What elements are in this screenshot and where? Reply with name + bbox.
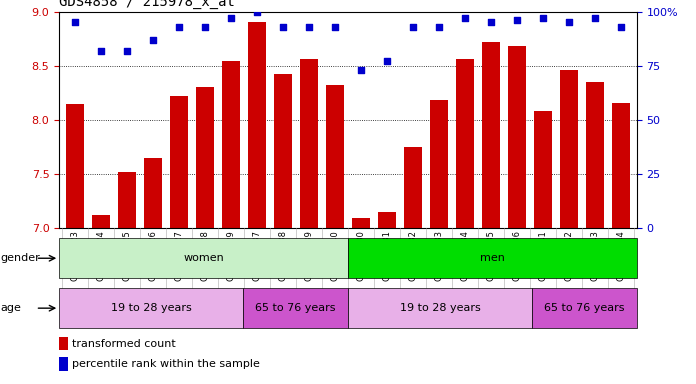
Bar bbox=[378, 212, 396, 228]
Bar bbox=[92, 215, 110, 228]
Text: 19 to 28 years: 19 to 28 years bbox=[400, 303, 480, 313]
Point bbox=[303, 24, 315, 30]
Bar bbox=[534, 111, 552, 228]
Point bbox=[251, 8, 262, 15]
Bar bbox=[348, 238, 637, 278]
Bar bbox=[248, 22, 266, 228]
Point bbox=[564, 19, 575, 25]
Point bbox=[486, 19, 497, 25]
Text: percentile rank within the sample: percentile rank within the sample bbox=[72, 359, 260, 369]
Bar bbox=[430, 101, 448, 228]
Text: age: age bbox=[1, 303, 22, 313]
Point bbox=[356, 67, 367, 73]
Point bbox=[121, 48, 132, 54]
Point bbox=[434, 24, 445, 30]
Bar bbox=[65, 104, 84, 228]
Bar bbox=[352, 218, 370, 228]
Point bbox=[199, 24, 210, 30]
Text: 65 to 76 years: 65 to 76 years bbox=[255, 303, 335, 313]
Text: transformed count: transformed count bbox=[72, 339, 175, 349]
Point bbox=[69, 19, 80, 25]
Point bbox=[226, 15, 237, 21]
Text: 19 to 28 years: 19 to 28 years bbox=[111, 303, 191, 313]
Point bbox=[148, 36, 159, 43]
Point bbox=[407, 24, 418, 30]
Bar bbox=[586, 82, 604, 228]
Bar bbox=[274, 74, 292, 228]
Bar bbox=[300, 59, 318, 228]
Bar bbox=[560, 70, 578, 228]
Bar bbox=[508, 46, 526, 228]
Text: GDS4858 / 215978_x_at: GDS4858 / 215978_x_at bbox=[59, 0, 235, 9]
Bar bbox=[59, 288, 243, 328]
Point bbox=[278, 24, 289, 30]
Bar bbox=[482, 42, 500, 228]
Bar bbox=[118, 172, 136, 228]
Point bbox=[173, 24, 184, 30]
Point bbox=[512, 17, 523, 23]
Bar bbox=[612, 103, 631, 228]
Text: gender: gender bbox=[1, 253, 40, 263]
Bar bbox=[170, 96, 188, 228]
Point bbox=[381, 58, 393, 65]
Text: 65 to 76 years: 65 to 76 years bbox=[544, 303, 624, 313]
Text: men: men bbox=[480, 253, 505, 263]
Bar bbox=[348, 288, 532, 328]
Bar bbox=[196, 88, 214, 228]
Point bbox=[459, 15, 470, 21]
Bar bbox=[532, 288, 637, 328]
Point bbox=[537, 15, 548, 21]
Bar bbox=[243, 288, 348, 328]
Point bbox=[590, 15, 601, 21]
Bar bbox=[326, 85, 344, 228]
Text: women: women bbox=[183, 253, 224, 263]
Bar bbox=[456, 59, 474, 228]
Bar bbox=[144, 158, 162, 228]
Bar bbox=[404, 147, 422, 228]
Bar bbox=[59, 238, 348, 278]
Bar bbox=[222, 61, 240, 228]
Point bbox=[329, 24, 340, 30]
Point bbox=[616, 24, 627, 30]
Point bbox=[95, 48, 106, 54]
